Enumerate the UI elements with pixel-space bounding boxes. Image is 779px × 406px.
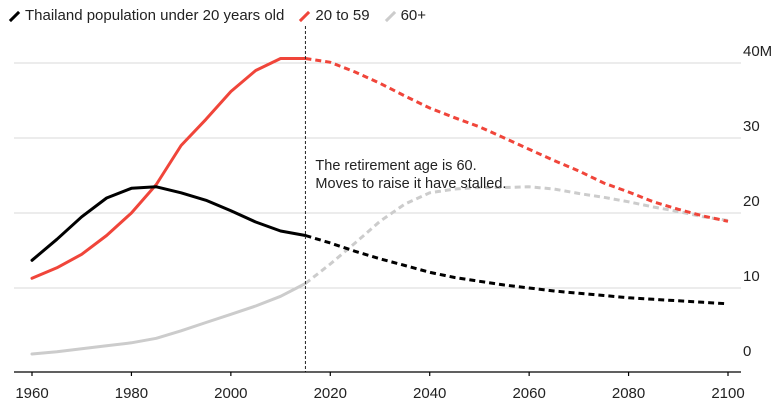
- series-60-plus-historical: [30, 282, 307, 356]
- x-tick-label-2060: 2060: [512, 385, 545, 402]
- x-tick-label-2080: 2080: [612, 385, 645, 402]
- y-tick-label-40: 40M: [743, 43, 772, 60]
- x-tick-label-1960: 1960: [15, 385, 48, 402]
- series-20-to-59-historical: [30, 57, 307, 280]
- legend: Thailand population under 20 years old 2…: [8, 7, 440, 24]
- x-tick-label-2100: 2100: [711, 385, 744, 402]
- legend-label-20-to-59: 20 to 59: [315, 7, 370, 24]
- series-lines: [30, 57, 729, 356]
- x-axis: 1960 1980 2000 2020 2040 2060 2080 2100: [14, 371, 745, 402]
- y-tick-label-30: 30: [743, 118, 760, 135]
- y-tick-label-0: 0: [743, 343, 751, 360]
- annotation: The retirement age is 60. Moves to raise …: [315, 158, 506, 192]
- annotation-line-2: Moves to raise it have stalled.: [315, 176, 506, 192]
- y-tick-label-20: 20: [743, 193, 760, 210]
- x-tick-label-2020: 2020: [314, 385, 347, 402]
- gridlines: [14, 62, 741, 289]
- x-tick-label-2000: 2000: [214, 385, 247, 402]
- series-20-to-59-projected: [305, 57, 729, 223]
- annotation-line-1: The retirement age is 60.: [315, 158, 476, 174]
- x-tick-label-1980: 1980: [115, 385, 148, 402]
- x-tick-label-2040: 2040: [413, 385, 446, 402]
- legend-item-20-to-59: 20 to 59: [298, 7, 370, 24]
- y-tick-labels: 0 10 20 30 40M: [743, 43, 772, 360]
- legend-item-60-plus: 60+: [384, 7, 426, 24]
- series-under-20-projected: [304, 234, 729, 306]
- series-60-plus-projected: [304, 185, 729, 285]
- y-tick-label-10: 10: [743, 268, 760, 285]
- legend-label-under-20: Thailand population under 20 years old: [25, 7, 285, 24]
- legend-item-under-20: Thailand population under 20 years old: [8, 7, 284, 24]
- legend-label-60-plus: 60+: [400, 7, 427, 24]
- series-under-20-historical: [30, 185, 307, 262]
